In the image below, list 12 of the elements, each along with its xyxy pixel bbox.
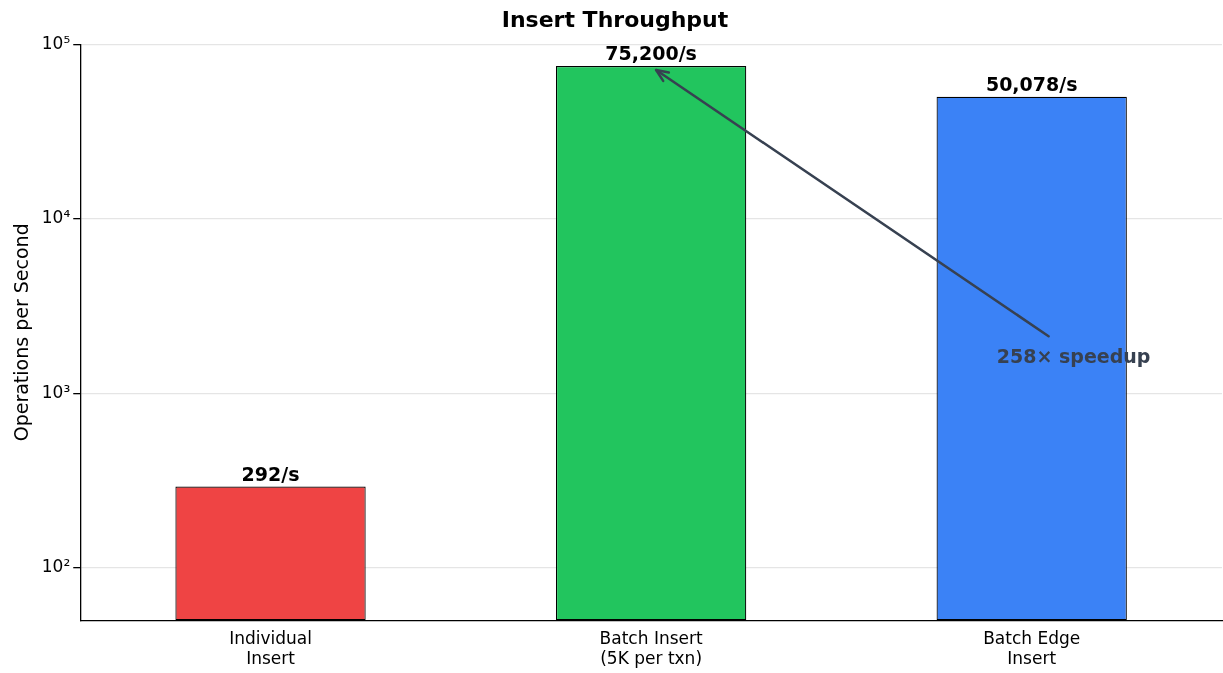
- y-tick-label: 10³: [41, 381, 71, 402]
- y-tick-label: 10²: [41, 556, 71, 577]
- data-label: 50,078/s: [985, 73, 1078, 96]
- y-axis-title: Operations per Second: [10, 223, 33, 442]
- x-tick-label: Individual Insert: [229, 627, 312, 669]
- y-tick-label: 10⁴: [41, 207, 71, 228]
- x-tick-label: Batch Edge Insert: [983, 627, 1081, 669]
- data-label: 292/s: [241, 462, 300, 485]
- chart-title: Insert Throughput: [501, 6, 729, 32]
- x-tick-label: Batch Insert (5K per txn): [599, 627, 703, 669]
- y-tick-label: 10⁵: [41, 32, 71, 53]
- data-label: 75,200/s: [605, 42, 697, 65]
